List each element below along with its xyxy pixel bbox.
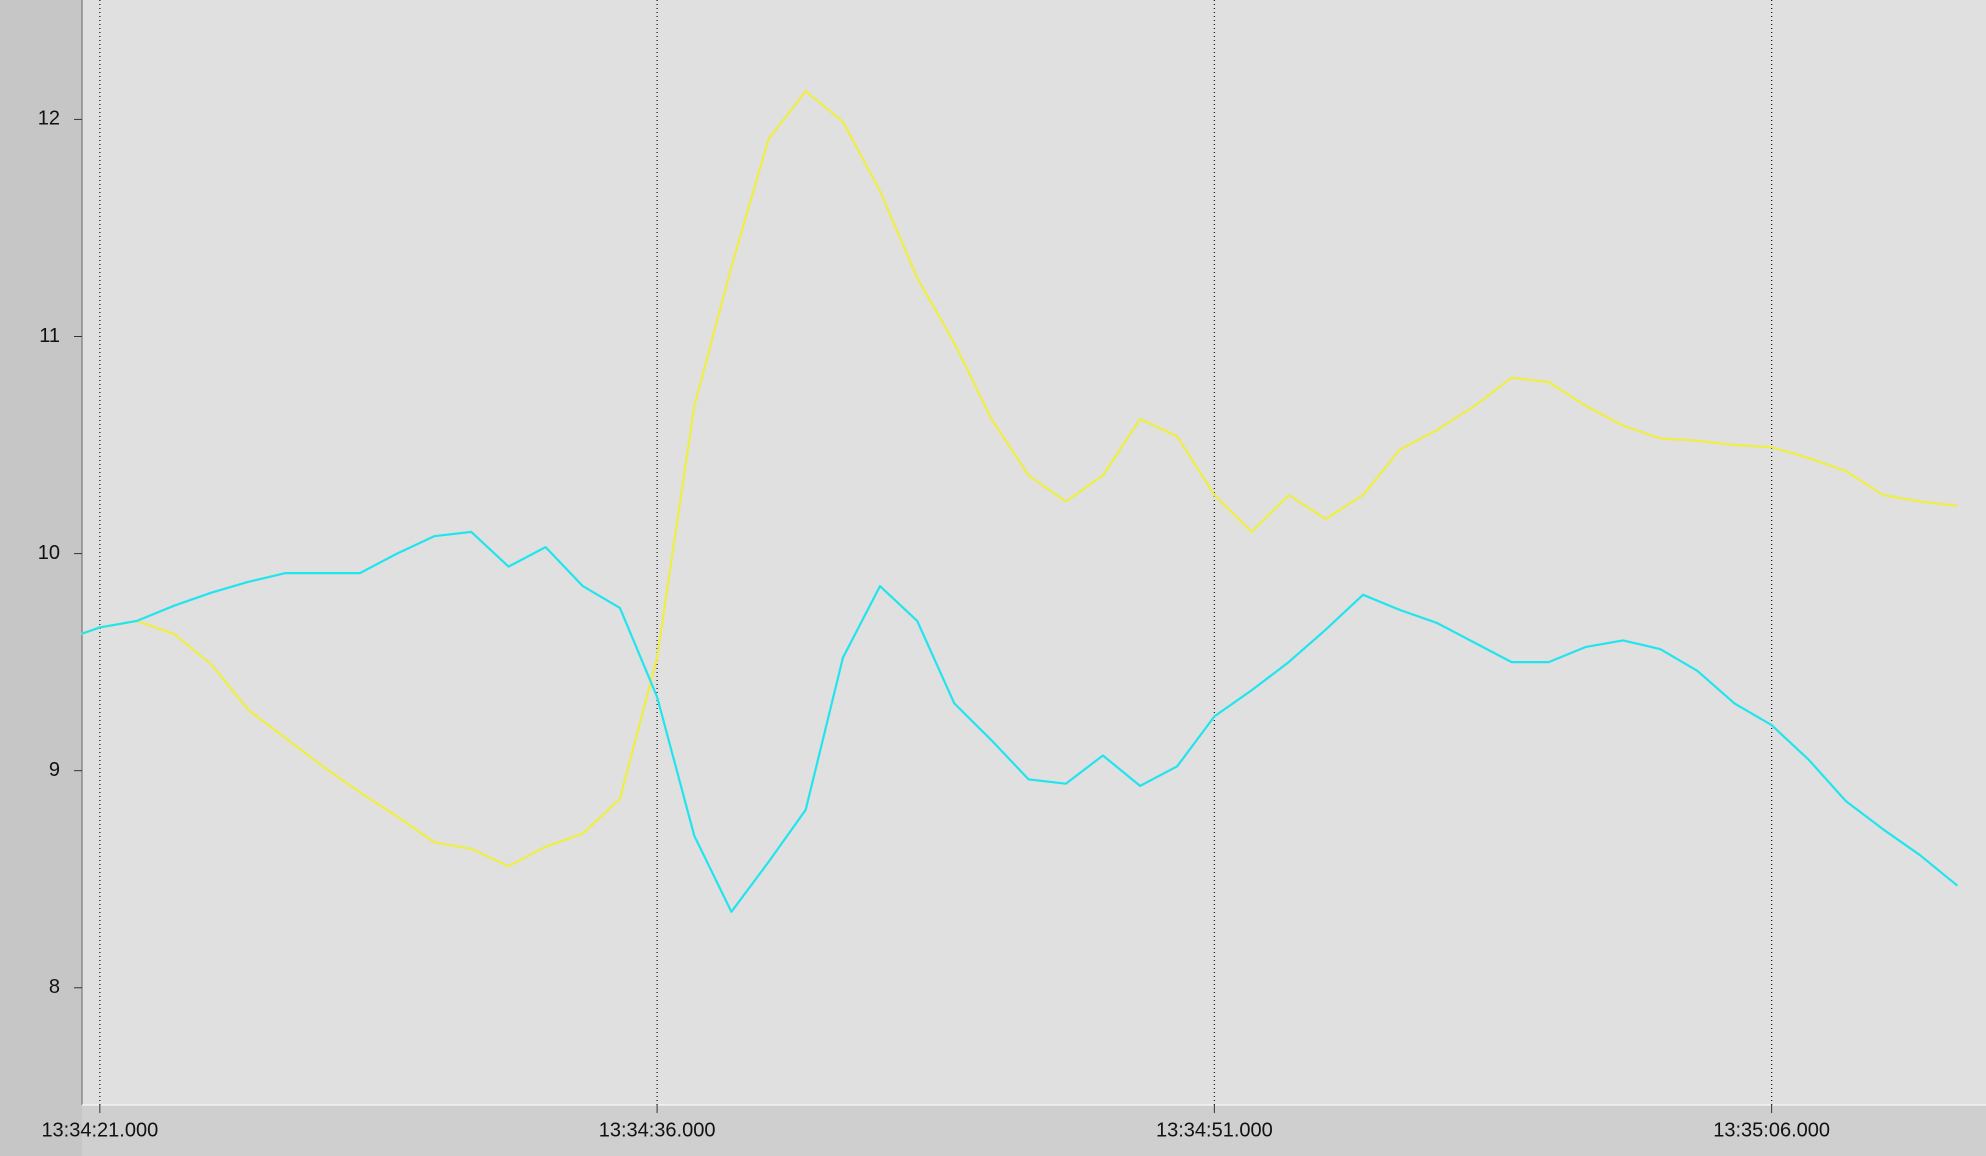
x-tick-label: 13:34:51.000	[1156, 1119, 1273, 1141]
y-tick-label: 11	[39, 325, 60, 347]
x-tick-label: 13:35:06.000	[1713, 1119, 1830, 1141]
plot-area	[82, 0, 1986, 1105]
series-line	[80, 530, 1959, 913]
series-line	[80, 90, 1958, 868]
x-tick-label: 13:34:21.000	[41, 1119, 158, 1141]
y-tick-label: 10	[38, 542, 60, 564]
y-tick-label: 9	[49, 759, 60, 781]
y-tick-label: 12	[38, 108, 60, 130]
y-tick-label: 8	[49, 976, 60, 998]
x-tick-label: 13:34:36.000	[599, 1119, 716, 1141]
y-axis-panel	[0, 0, 82, 1156]
